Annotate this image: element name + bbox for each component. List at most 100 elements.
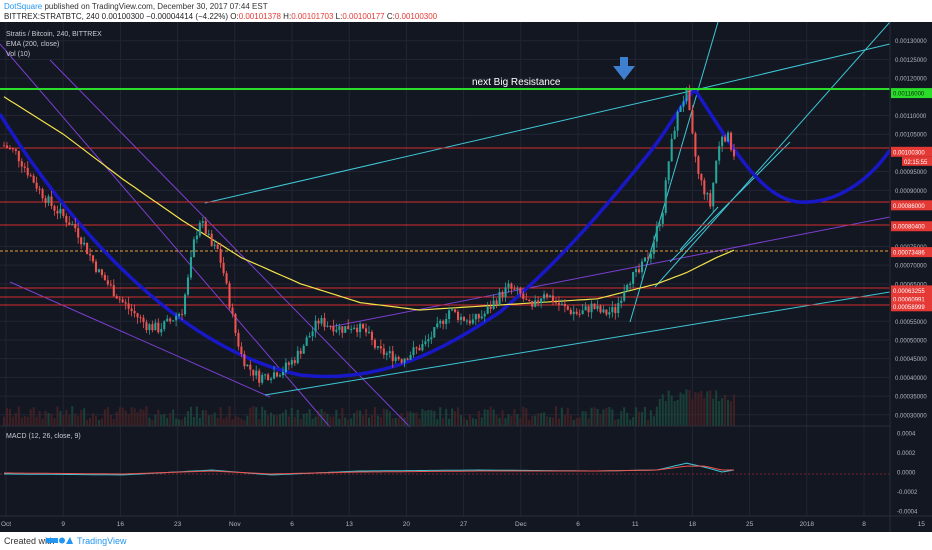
candle-body <box>581 310 584 315</box>
cyan-resistance-extension[interactable] <box>694 43 891 91</box>
cyan-fan-2[interactable] <box>654 22 891 288</box>
time-tick-label: 25 <box>746 521 754 528</box>
volume-bar <box>163 414 166 426</box>
volume-bar <box>225 416 228 426</box>
volume-bar <box>629 419 632 426</box>
volume-bar <box>71 406 74 426</box>
volume-bar <box>14 413 17 426</box>
candle-body <box>195 235 198 240</box>
candle-body <box>38 188 41 190</box>
volume-bar <box>127 414 130 426</box>
purple-trendline-1[interactable] <box>0 43 331 428</box>
created-with-text: Created with <box>4 536 55 546</box>
candle-body <box>661 213 664 224</box>
candle-body <box>320 318 323 324</box>
candle-body <box>181 313 184 315</box>
candle-body <box>53 205 56 211</box>
volume-bar <box>290 407 293 426</box>
volume-bar <box>620 411 623 426</box>
candle-body <box>572 311 575 315</box>
chart-canvas[interactable]: next Big Resistance Stratis / Bitcoin, 2… <box>0 22 932 532</box>
price-tick-label: 0.00105000 <box>895 133 927 139</box>
candles <box>2 84 736 387</box>
candle-body <box>344 326 347 333</box>
time-axis-ticks: Oct 9 16 23 Nov 6 13 20 27 Dec 6 11 18 25 2018 8 15 <box>1 521 925 528</box>
candle-body <box>465 320 468 322</box>
candle-body <box>56 210 59 214</box>
candle-body <box>14 149 17 151</box>
candle-body <box>436 323 439 328</box>
volume-bar <box>682 394 685 426</box>
candle-body <box>175 316 178 321</box>
macd-tick-label: -0.0004 <box>897 510 918 516</box>
candle-body <box>652 241 655 254</box>
candle-body <box>139 317 142 319</box>
candle-body <box>525 298 528 300</box>
ema-200-line <box>3 96 735 311</box>
volume-bar <box>166 417 169 426</box>
volume-bar <box>718 401 721 426</box>
projected-arc[interactable] <box>693 89 892 204</box>
cyan-support-line[interactable] <box>264 291 891 396</box>
candle-body <box>341 326 344 333</box>
candle-body <box>329 325 332 327</box>
volume-bar <box>74 413 77 426</box>
candle-body <box>17 150 20 162</box>
candle-body <box>685 87 688 102</box>
candle-body <box>543 294 546 299</box>
volume-bar <box>296 409 299 426</box>
candle-body <box>305 337 308 346</box>
volume-bar <box>575 417 578 426</box>
purple-channel-upper[interactable] <box>329 216 891 328</box>
price-tick-label: 0.00130000 <box>895 39 927 45</box>
candle-body <box>94 261 98 272</box>
candle-body <box>421 344 424 351</box>
volume-bar <box>459 415 463 426</box>
volume-bar <box>213 412 216 426</box>
volume-bar <box>243 419 246 426</box>
volume-bar <box>394 417 397 426</box>
candle-body <box>578 313 581 315</box>
cyan-fan-4[interactable] <box>679 206 719 251</box>
candle-body <box>590 303 593 313</box>
volume-bar <box>551 417 555 426</box>
cup-arc[interactable] <box>0 88 697 379</box>
candle-body <box>718 146 721 161</box>
price-badge <box>891 293 932 304</box>
volume-bar <box>685 389 688 426</box>
price-axis-panel[interactable] <box>890 22 932 532</box>
author-link[interactable]: DotSquare <box>4 2 43 11</box>
cyan-resistance-line[interactable] <box>204 89 696 204</box>
purple-trendline-2[interactable] <box>49 59 411 428</box>
price-badge <box>891 146 932 157</box>
volume-bar <box>118 407 121 426</box>
volume-bar <box>26 416 29 426</box>
symbol-line: BITTREX:STRATBTC, 240 0.00100300 −0.0000… <box>4 12 437 21</box>
volume-bar <box>195 406 198 426</box>
candle-body <box>296 350 299 364</box>
candle-body <box>189 257 192 278</box>
candle-body <box>234 313 237 333</box>
candle-body <box>264 374 267 376</box>
candle-body <box>281 371 284 376</box>
candle-body <box>172 320 175 322</box>
candle-body <box>540 298 543 304</box>
cyan-fan-1[interactable] <box>629 22 719 323</box>
candle-body <box>715 160 718 183</box>
purple-trendline-3[interactable] <box>9 281 271 398</box>
candle-body <box>670 139 673 162</box>
candle-body <box>302 345 305 354</box>
volume-bar <box>546 416 549 426</box>
volume-bar <box>267 415 270 426</box>
time-tick-label: 23 <box>174 521 182 528</box>
volume-bar <box>317 410 320 426</box>
down-arrow-icon[interactable] <box>613 57 635 80</box>
volume-bar <box>305 413 308 426</box>
volume-bar <box>201 410 204 426</box>
candle-body <box>563 303 566 307</box>
candle-body <box>278 375 282 377</box>
candle-body <box>504 287 507 298</box>
tradingview-link[interactable]: TradingView <box>77 536 127 546</box>
candle-body <box>86 242 89 254</box>
